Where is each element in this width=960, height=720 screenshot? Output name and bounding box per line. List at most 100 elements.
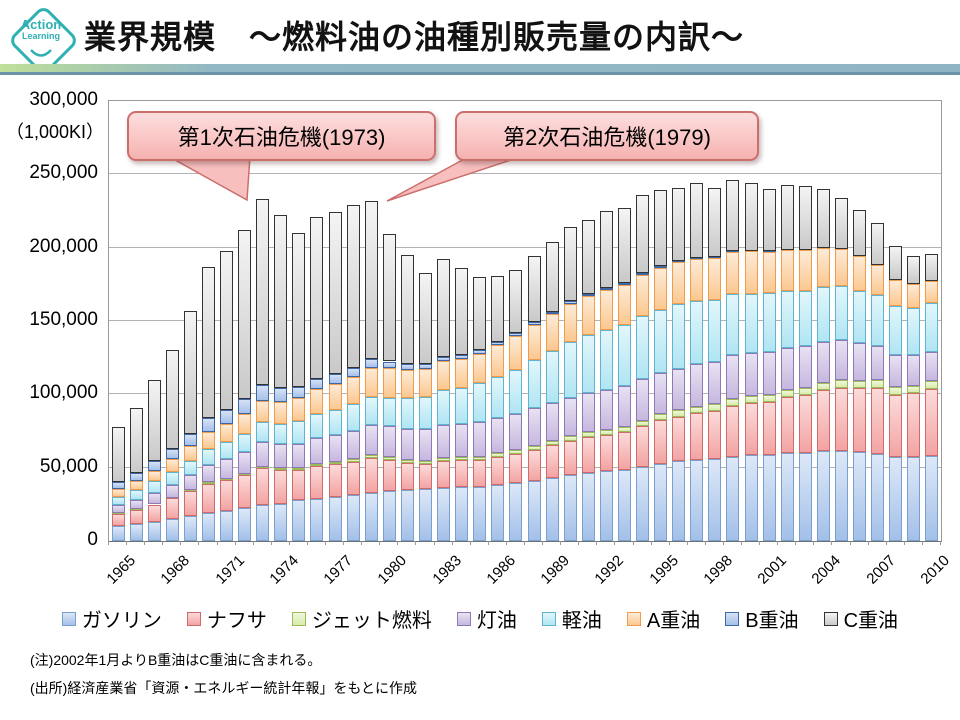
bar-segment xyxy=(925,303,939,352)
bar-segment xyxy=(491,484,505,541)
bar-segment xyxy=(636,426,650,467)
bar-segment xyxy=(147,379,161,462)
bar-segment xyxy=(563,397,577,436)
bar-segment xyxy=(545,241,559,312)
bar-segment xyxy=(183,446,197,461)
legend-label: ガソリン xyxy=(81,610,162,632)
bar-segment xyxy=(491,453,505,457)
bar-segment xyxy=(925,381,939,389)
bar-segment xyxy=(545,403,559,441)
bar-segment xyxy=(672,461,686,541)
bar-segment xyxy=(418,369,432,397)
x-axis-tick-mark xyxy=(379,541,381,545)
logo-text: Action Learning xyxy=(6,18,76,41)
bar-segment xyxy=(183,310,197,435)
bar-segment xyxy=(201,418,215,433)
gridline xyxy=(109,173,941,175)
bar-segment xyxy=(708,404,722,412)
bar-segment xyxy=(364,200,378,360)
bar-segment xyxy=(400,460,414,464)
x-axis-tick-mark xyxy=(650,541,652,545)
bar-segment xyxy=(455,459,469,488)
x-axis-tick-mark xyxy=(433,541,435,545)
y-tick-label: 0 xyxy=(87,529,98,550)
bar-segment xyxy=(907,392,921,457)
bar-segment xyxy=(925,351,939,382)
bar-segment xyxy=(726,180,740,251)
bar-segment xyxy=(418,429,432,461)
bar-segment xyxy=(292,386,306,398)
page-title: 業界規模 ～燃料油の油種別販売量の内訳～ xyxy=(84,19,745,55)
bar-segment xyxy=(925,280,939,304)
bar-segment xyxy=(238,398,252,415)
bar-segment xyxy=(418,364,432,370)
bar-segment xyxy=(871,222,885,265)
x-tick-label: 1980 xyxy=(374,552,411,588)
bar-segment xyxy=(636,316,650,379)
bar-segment xyxy=(292,500,306,541)
bar-segment xyxy=(328,497,342,541)
bar-segment xyxy=(328,374,342,385)
x-axis-tick-mark xyxy=(325,541,327,545)
bar-segment xyxy=(346,367,360,377)
bar-segment xyxy=(816,390,830,451)
bar-segment xyxy=(201,464,215,483)
bar-segment xyxy=(328,462,342,465)
bar-segment xyxy=(563,227,577,302)
bar-segment xyxy=(274,469,288,505)
bar-segment xyxy=(780,290,794,348)
bar-segment xyxy=(274,467,288,470)
bar-segment xyxy=(418,396,432,430)
bar-segment xyxy=(220,459,234,479)
legend-swatch-icon xyxy=(291,611,306,626)
chart-legend: ガソリン ナフサ ジェット燃料 灯油 軽油 A重油 B重油 C重油 xyxy=(30,604,930,633)
bar-segment xyxy=(346,205,360,368)
bar-segment xyxy=(762,293,776,352)
bar-segment xyxy=(400,428,414,461)
bar-segment xyxy=(907,456,921,541)
bar-segment xyxy=(274,387,288,403)
bar-segment xyxy=(690,406,704,414)
bar-segment xyxy=(274,215,288,388)
legend-label: 灯油 xyxy=(476,610,517,632)
bar-segment xyxy=(491,345,505,377)
bar-segment xyxy=(563,303,577,343)
bar-segment xyxy=(509,483,523,541)
header-divider-line xyxy=(0,72,960,75)
bar-segment xyxy=(310,465,324,500)
bar-segment xyxy=(328,435,342,463)
stacked-bar-chart-plot-area xyxy=(108,100,942,542)
bar-segment xyxy=(346,403,360,431)
x-axis-tick-mark xyxy=(524,541,525,545)
legend-swatch-icon xyxy=(626,611,641,626)
bar-segment xyxy=(744,183,758,251)
bar-segment xyxy=(780,184,794,250)
x-axis-tick-mark xyxy=(596,541,598,545)
bar-segment xyxy=(871,264,885,296)
bar-segment xyxy=(834,339,848,381)
bar-segment xyxy=(744,455,758,541)
legend-swatch-icon xyxy=(725,611,740,626)
x-axis-tick-mark xyxy=(795,541,797,545)
bar-segment xyxy=(744,293,758,353)
x-axis-tick-mark xyxy=(126,541,128,545)
x-axis-tick-mark xyxy=(288,541,290,545)
x-axis-tick-mark xyxy=(885,541,887,545)
x-axis-tick-mark xyxy=(632,541,634,545)
bar-segment xyxy=(889,355,903,388)
bar-segment xyxy=(617,426,631,432)
x-axis-tick-mark xyxy=(578,541,580,545)
bar-segment xyxy=(129,489,143,500)
bar-segment xyxy=(238,475,252,508)
x-tick-label: 1998 xyxy=(700,552,736,588)
bar-segment xyxy=(147,504,161,522)
bar-segment xyxy=(617,325,631,386)
bar-segment xyxy=(455,359,469,388)
bar-segment xyxy=(201,513,215,541)
bar-segment xyxy=(437,357,451,362)
bar-segment xyxy=(834,450,848,541)
bar-segment xyxy=(654,309,668,373)
callout-1979-text: 第2次石油危機(1979) xyxy=(503,125,711,150)
bar-segment xyxy=(183,491,197,517)
bar-segment xyxy=(545,440,559,446)
